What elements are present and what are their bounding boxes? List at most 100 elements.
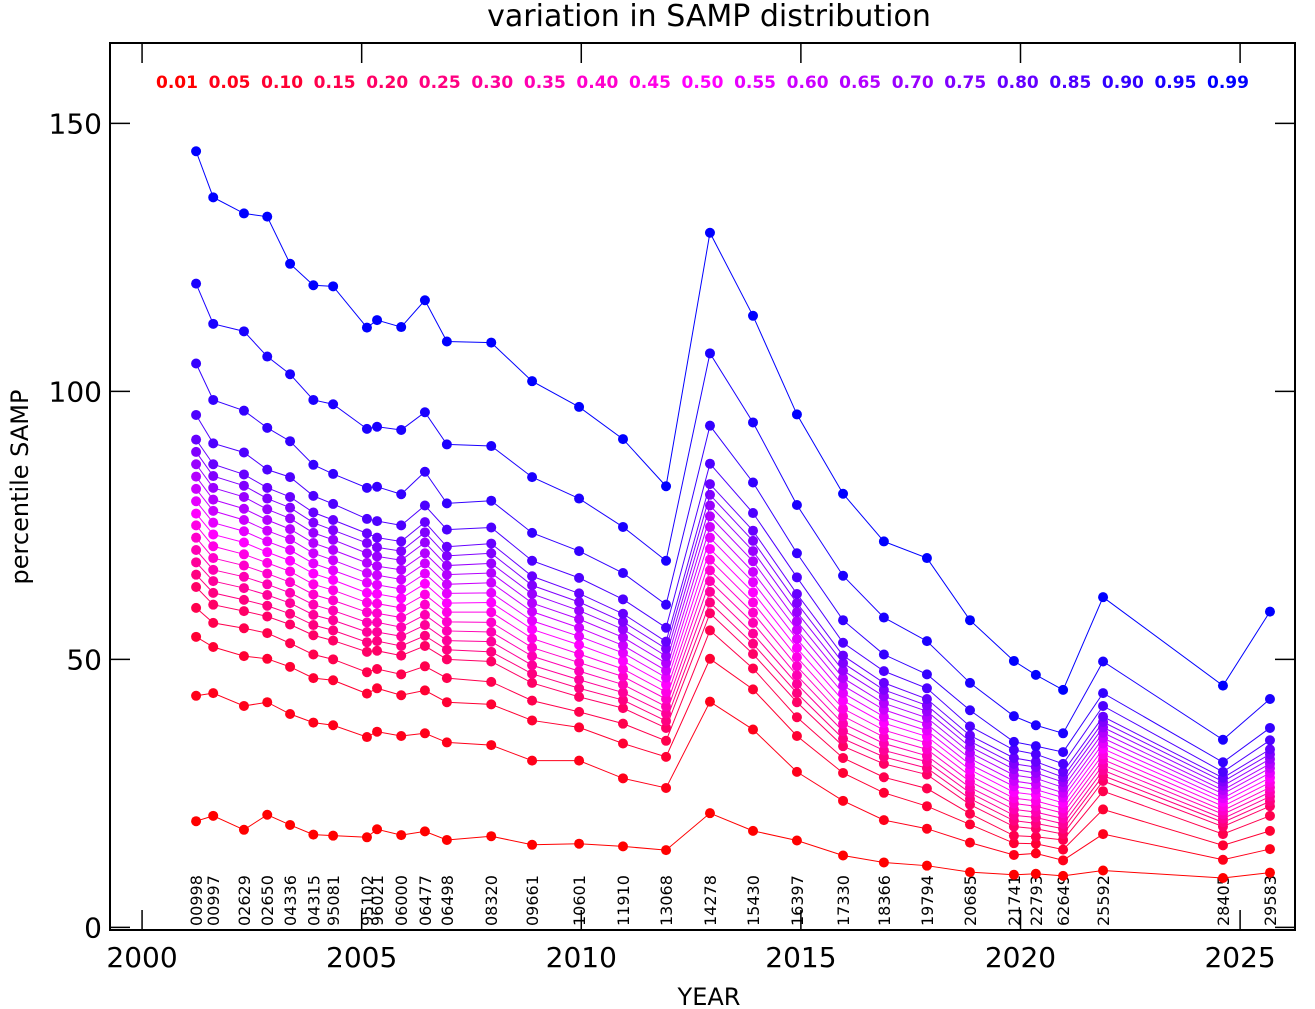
data-point [486,636,497,647]
data-point [527,527,538,538]
data-point [328,534,339,545]
data-point [419,578,430,589]
legend-label: 0.20 [366,73,408,93]
legend-label: 0.10 [261,73,303,93]
data-point [748,577,759,588]
data-point [838,615,849,626]
data-point [921,860,932,871]
data-point [285,638,296,649]
data-point [1030,831,1041,842]
data-point [618,703,629,714]
data-point [574,657,585,668]
data-point [661,481,672,492]
data-point [361,617,372,628]
data-point [308,517,319,528]
data-point [486,548,497,559]
data-point [527,472,538,483]
data-point [791,409,802,420]
data-point [748,648,759,659]
obsid-label: 21741 [1005,875,1024,926]
y-tick-label: 50 [66,643,102,676]
data-point [372,824,383,835]
data-point [748,525,759,536]
data-point [661,665,672,676]
data-point [191,278,202,289]
data-point [838,752,849,763]
data-point [361,322,372,333]
data-point [574,722,585,733]
data-point [878,536,889,547]
data-point [704,479,715,490]
data-point [308,538,319,549]
data-point [361,423,372,434]
data-point [361,732,372,743]
data-point [748,684,759,695]
obsid-label: 11910 [614,875,633,926]
data-point [838,726,849,737]
data-point [486,577,497,588]
data-point [527,715,538,726]
data-point [704,420,715,431]
series-line [195,525,1271,809]
data-point [791,624,802,635]
data-point [1030,838,1041,849]
obsid-label: 13068 [657,875,676,926]
data-point [372,579,383,590]
data-point [308,507,319,518]
data-point [361,482,372,493]
data-point [661,735,672,746]
obsid-label: 16397 [788,875,807,926]
data-point [1098,700,1109,711]
data-point [361,528,372,539]
data-point [262,482,273,493]
data-point [372,542,383,553]
data-point [191,146,202,157]
data-point [419,589,430,600]
data-point [262,697,273,708]
data-point [574,683,585,694]
data-point [618,608,629,619]
data-point [396,650,407,661]
data-point [328,615,339,626]
data-point [838,733,849,744]
data-point [1098,804,1109,815]
series-line [195,500,1271,799]
obsid-label: 04336 [281,875,300,926]
data-point [1008,655,1019,666]
data-point [208,459,219,470]
data-point [262,351,273,362]
obsid-label: 62649 [1054,875,1073,926]
data-point [372,516,383,527]
data-point [328,575,339,586]
data-point [208,688,219,699]
x-tick-label: 2010 [546,941,617,974]
data-point [262,809,273,820]
data-point [238,447,249,458]
data-point [1217,840,1228,851]
data-point [527,668,538,679]
data-point [308,589,319,600]
data-point [748,825,759,836]
data-point [238,594,249,605]
data-point [328,585,339,596]
data-point [486,587,497,598]
obsid-label: 00997 [204,875,223,926]
data-point [1217,873,1228,884]
data-point [208,617,219,628]
data-point [262,628,273,639]
data-point [486,656,497,667]
data-point [791,688,802,699]
data-point [1264,735,1275,746]
data-point [574,546,585,557]
data-point [396,520,407,531]
data-point [262,557,273,568]
data-point [661,672,672,683]
data-point [191,557,202,568]
y-tick-label: 100 [49,375,102,408]
data-point [1058,728,1069,739]
data-point [748,417,759,428]
data-point [308,609,319,620]
data-point [1098,711,1109,722]
data-point [486,337,497,348]
data-point [791,572,802,583]
